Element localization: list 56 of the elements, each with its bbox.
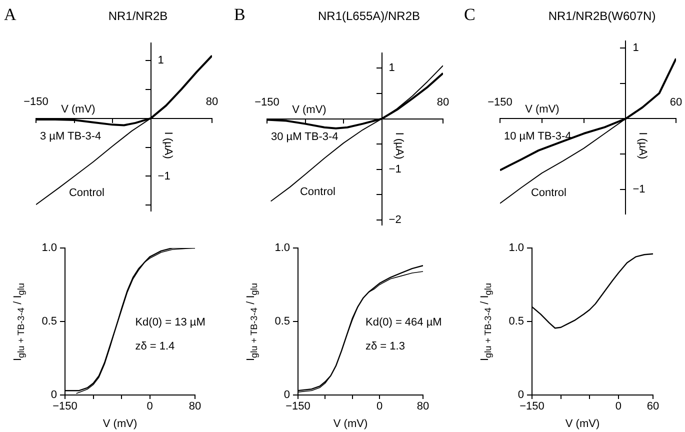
- y-tick-label: 0.5: [508, 316, 524, 328]
- y-axis-title: I (µA): [162, 132, 174, 159]
- x-axis-title: V (mV): [525, 104, 560, 116]
- x-tick-label: 0: [376, 400, 383, 413]
- chart-title: NR1(L655A)/NR2B: [318, 9, 420, 23]
- y-tick-label: 0.5: [42, 316, 57, 328]
- x-tick-label: 60: [670, 96, 682, 108]
- x-tick-label: 0: [615, 400, 622, 413]
- y-tick-label: 1.0: [508, 242, 524, 254]
- y-tick-label: 1.0: [274, 242, 290, 254]
- x-tick-label: 0: [146, 400, 153, 413]
- x-axis-title: V (mV): [61, 103, 96, 116]
- x-tick-label: −150: [52, 400, 78, 413]
- x-axis-title: V (mV): [333, 418, 368, 430]
- y-tick-label: −2: [388, 214, 402, 226]
- x-tick-label: 60: [646, 400, 660, 413]
- y-tick-label: 0.5: [274, 316, 290, 328]
- x-axis-title: V (mV): [102, 418, 138, 430]
- x-tick-label: −150: [24, 96, 48, 108]
- x-tick-label: −150: [488, 96, 512, 108]
- text: B: [234, 5, 246, 24]
- y-tick-label: 0: [50, 389, 57, 402]
- y-tick-label: 1: [632, 42, 639, 54]
- annotation: zδ = 1.4: [135, 340, 175, 352]
- annotation: zδ = 1.3: [366, 340, 405, 352]
- y-axis-title: I (µA): [392, 132, 405, 160]
- y-tick-label: 1.0: [42, 242, 57, 254]
- chart-title: NR1/NR2B(W607N): [548, 9, 656, 23]
- x-tick-label: 80: [206, 96, 218, 108]
- x-tick-label: −150: [520, 400, 544, 413]
- series-label: Control: [300, 186, 336, 198]
- x-axis-title: V (mV): [292, 104, 326, 116]
- y-tick-label: 0: [284, 389, 290, 402]
- text: A: [4, 5, 17, 24]
- y-tick-label: −1: [388, 163, 402, 176]
- y-axis-title: I (µA): [636, 132, 649, 160]
- series-label: 10 µM TB-3-4: [504, 130, 572, 143]
- x-tick-label: 80: [416, 400, 430, 413]
- series-label: 30 µM TB-3-4: [271, 130, 338, 143]
- annotation: Kd(0) = 13 µM: [135, 316, 206, 328]
- series-label: 3 µM TB-3-4: [40, 130, 102, 142]
- x-tick-label: 80: [436, 96, 450, 108]
- text: C: [464, 5, 476, 24]
- series-label: Control: [530, 186, 566, 199]
- y-tick-label: −1: [632, 183, 646, 196]
- y-tick-label: 0: [518, 389, 524, 402]
- x-tick-label: 80: [188, 400, 202, 413]
- series-label: Control: [68, 186, 104, 199]
- chart-title: NR1/NR2B: [108, 9, 168, 23]
- y-tick-label: −1: [158, 170, 170, 182]
- annotation: Kd(0) = 464 µM: [366, 316, 442, 328]
- x-tick-label: −150: [286, 400, 310, 413]
- x-axis-title: V (mV): [565, 418, 600, 430]
- y-tick-label: 1: [158, 54, 164, 66]
- x-tick-label: −150: [254, 96, 280, 108]
- y-tick-label: 1: [388, 62, 395, 74]
